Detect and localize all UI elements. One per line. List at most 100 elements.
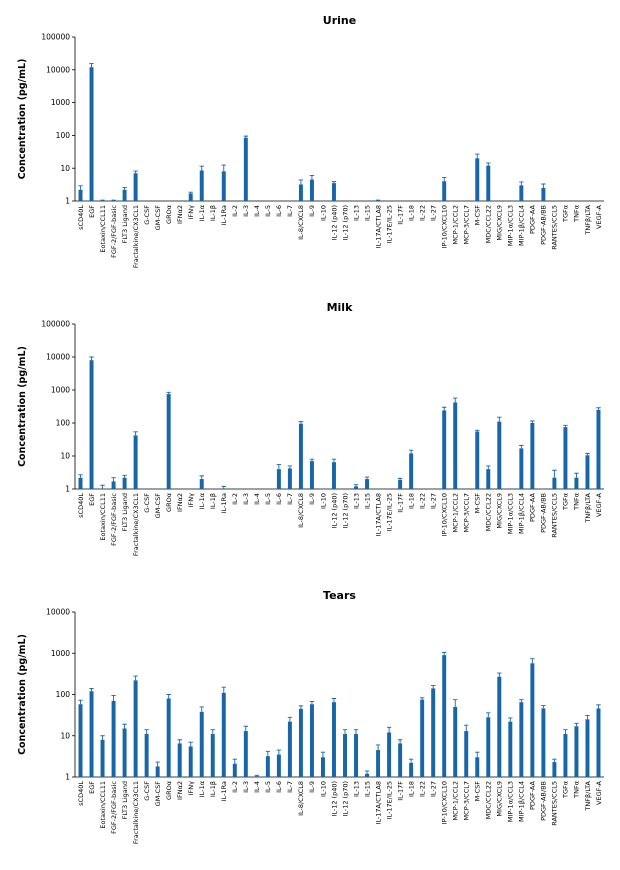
- y-tick-label: 10: [60, 452, 70, 461]
- x-tick-label: PDGF-AB/BB: [540, 781, 548, 821]
- error-bar-milk-25: [353, 484, 359, 487]
- x-tick-label: EGF: [88, 493, 96, 506]
- bar-milk-26: [365, 479, 370, 489]
- chart-title: Urine: [323, 14, 356, 27]
- x-tick-label: MIG/CXCL9: [496, 493, 504, 529]
- error-bar-urine-20: [298, 179, 304, 185]
- bar-tears-29: [398, 743, 403, 777]
- x-tick-label: Eotaxin/CCL11: [99, 781, 107, 829]
- error-bar-milk-11: [199, 475, 204, 480]
- error-bar-milk-47: [596, 407, 601, 410]
- x-tick-label: IL-10: [319, 493, 327, 509]
- bar-tears-33: [442, 655, 447, 777]
- error-bar-tears-19: [287, 716, 293, 722]
- error-bar-tears-26: [364, 770, 370, 774]
- error-bar-urine-11: [199, 165, 204, 171]
- x-tick-label: IL-1Ra: [220, 205, 228, 225]
- bar-urine-5: [133, 173, 138, 201]
- x-tick-label: IL-27: [429, 493, 437, 509]
- x-tick-label: IL-6: [275, 781, 283, 793]
- bar-tears-5: [133, 680, 138, 777]
- error-bar-tears-4: [122, 723, 127, 729]
- y-tick-label: 100000: [41, 320, 70, 329]
- x-tick-label: IL-12 (p70): [341, 205, 349, 241]
- error-bar-tears-21: [309, 700, 315, 705]
- x-tick-label: MCP-3/CCL7: [463, 781, 471, 820]
- x-tick-label: IL-17E/IL-25: [385, 205, 393, 243]
- y-axis-label: Concentration (pg/mL): [17, 59, 28, 180]
- x-tick-label: G-CSF: [143, 781, 151, 801]
- x-tick-label: MDC/CCL22: [485, 781, 493, 819]
- error-bar-milk-46: [585, 452, 590, 456]
- error-bar-tears-40: [519, 699, 524, 703]
- x-tick-label: MIG/CXCL9: [496, 205, 504, 241]
- x-tick-label: IL-18: [407, 781, 415, 797]
- x-tick-label: IP-10/CXCL10: [440, 493, 448, 536]
- bar-tears-43: [552, 762, 557, 777]
- x-tick-label: TNFβ/LTA: [584, 780, 592, 811]
- x-tick-label: IFNγ: [187, 205, 195, 220]
- error-bar-milk-45: [574, 472, 579, 478]
- y-tick-label: 100: [56, 419, 71, 428]
- x-tick-label: IL-1α: [198, 493, 206, 509]
- chart-title: Milk: [327, 301, 353, 314]
- bar-milk-34: [453, 402, 458, 489]
- error-bar-milk-38: [497, 416, 502, 422]
- x-tick-label: IL-9: [308, 781, 316, 793]
- error-bar-tears-35: [464, 724, 469, 732]
- x-tick-label: M-CSF: [474, 781, 482, 802]
- error-bar-tears-34: [453, 699, 458, 707]
- x-tick-label: IFNα2: [176, 781, 184, 800]
- error-bar-tears-2: [100, 735, 105, 740]
- x-tick-label: IL-5: [264, 781, 272, 793]
- error-bar-tears-9: [177, 739, 182, 744]
- bar-urine-13: [221, 171, 226, 201]
- y-tick-label: 100: [56, 690, 71, 699]
- x-tick-label: IL-15: [363, 493, 371, 509]
- x-tick-label: MCP-1/CCL2: [452, 205, 460, 244]
- x-tick-label: FLT3 Ligand: [121, 493, 129, 531]
- error-bar-milk-30: [408, 449, 414, 454]
- error-bar-tears-30: [408, 758, 414, 763]
- bar-milk-47: [596, 409, 601, 489]
- bar-milk-19: [287, 468, 292, 489]
- x-tick-label: IL-4: [253, 781, 261, 793]
- error-bar-milk-1: [89, 356, 94, 361]
- error-bar-tears-20: [298, 705, 304, 709]
- bar-tears-28: [387, 732, 392, 777]
- bar-milk-23: [332, 462, 336, 489]
- x-tick-label: TNFα: [573, 781, 581, 799]
- x-tick-label: IL-12 (p40): [330, 493, 338, 529]
- x-tick-label: TGFα: [562, 781, 570, 799]
- error-bar-tears-16: [254, 774, 260, 777]
- x-tick-label: IL-15: [363, 781, 371, 797]
- error-bar-tears-28: [386, 726, 392, 733]
- x-tick-label: TGFα: [562, 205, 570, 223]
- x-tick-label: IL-8/CXCL8: [297, 205, 305, 240]
- x-tick-label: IL-13: [352, 205, 360, 221]
- error-bar-milk-8: [166, 391, 171, 395]
- bar-tears-17: [265, 756, 270, 777]
- bar-urine-21: [309, 179, 314, 201]
- bar-tears-25: [354, 734, 359, 777]
- x-tick-label: VEGF-A: [595, 204, 603, 229]
- x-tick-label: IL-5: [264, 205, 272, 217]
- error-bar-milk-20: [298, 421, 304, 424]
- bar-milk-45: [574, 477, 579, 489]
- error-bar-milk-34: [453, 397, 458, 403]
- bar-tears-26: [365, 773, 370, 777]
- error-bar-tears-22: [320, 751, 326, 758]
- x-tick-label: MCP-1/CCL2: [452, 493, 460, 532]
- error-bar-milk-0: [78, 474, 83, 478]
- x-tick-label: IL-3: [242, 493, 250, 505]
- bar-milk-0: [78, 477, 83, 489]
- x-tick-label: PDGF-AB/BB: [540, 493, 548, 533]
- error-bar-tears-31: [419, 697, 425, 700]
- x-tick-label: IL-10: [319, 205, 327, 221]
- x-tick-label: PDGF-AA: [529, 204, 537, 234]
- bar-urine-33: [442, 181, 447, 201]
- bar-urine-37: [486, 165, 491, 201]
- x-tick-label: IL-12 (p40): [330, 781, 338, 817]
- x-tick-label: PDGF-AB/BB: [540, 205, 548, 245]
- bar-milk-21: [309, 461, 314, 489]
